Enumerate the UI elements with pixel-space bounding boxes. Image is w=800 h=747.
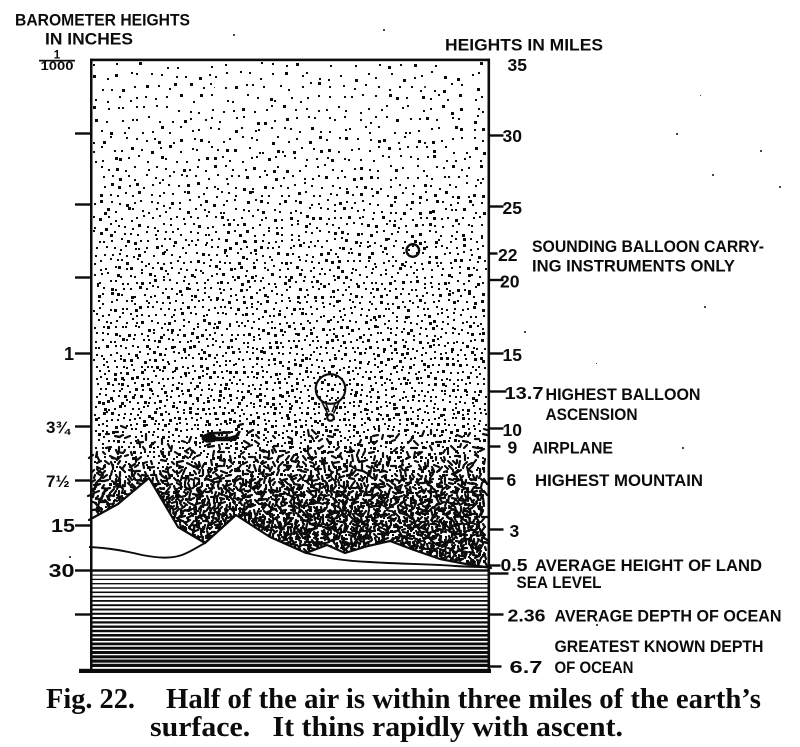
svg-text:10: 10 (503, 420, 523, 440)
svg-text:ASCENSION: ASCENSION (546, 406, 638, 424)
svg-text:OF OCEAN: OF OCEAN (555, 659, 634, 677)
svg-text:BAROMETER HEIGHTS: BAROMETER HEIGHTS (15, 12, 190, 30)
svg-text:IN INCHES: IN INCHES (45, 31, 133, 49)
svg-text:AIRPLANE: AIRPLANE (532, 440, 613, 458)
svg-text:9: 9 (508, 438, 518, 458)
svg-text:30: 30 (49, 561, 75, 581)
svg-text:25: 25 (503, 198, 523, 218)
svg-text:30: 30 (503, 126, 523, 146)
svg-text:Half of the air is within thre: Half of the air is within three miles of… (166, 684, 761, 715)
svg-text:20: 20 (500, 272, 520, 292)
svg-text:13.7: 13.7 (505, 383, 544, 403)
svg-text:6.7: 6.7 (510, 657, 543, 677)
svg-text:Fig. 22.: Fig. 22. (46, 684, 135, 715)
svg-text:HEIGHTS IN MILES: HEIGHTS IN MILES (445, 37, 603, 55)
svg-text:22: 22 (498, 245, 518, 265)
svg-text:15: 15 (503, 345, 523, 365)
svg-text:GREATEST KNOWN DEPTH: GREATEST KNOWN DEPTH (555, 638, 764, 656)
svg-text:0.5: 0.5 (501, 555, 528, 575)
svg-text:6: 6 (507, 470, 517, 490)
svg-text:SOUNDING BALLOON CARRY-: SOUNDING BALLOON CARRY- (532, 238, 764, 256)
svg-text:AVERAGE DEPTH OF OCEAN: AVERAGE DEPTH OF OCEAN (555, 608, 782, 626)
svg-text:35: 35 (508, 55, 528, 75)
svg-text:15: 15 (51, 516, 75, 536)
svg-text:7½: 7½ (46, 472, 70, 491)
svg-text:1: 1 (64, 344, 74, 364)
svg-text:ING INSTRUMENTS ONLY: ING INSTRUMENTS ONLY (532, 258, 735, 276)
svg-text:2.36: 2.36 (508, 606, 546, 626)
svg-text:1: 1 (54, 50, 61, 62)
svg-text:surface. It thins rapidly wi: surface. It thins rapidly with ascent. (150, 712, 623, 743)
svg-text:HIGHEST MOUNTAIN: HIGHEST MOUNTAIN (535, 472, 703, 490)
svg-text:SEA LEVEL: SEA LEVEL (517, 574, 602, 592)
svg-text:3¾: 3¾ (46, 418, 71, 437)
svg-text:HIGHEST BALLOON: HIGHEST BALLOON (546, 386, 701, 404)
svg-text:3: 3 (510, 521, 520, 541)
svg-text:AVERAGE HEIGHT OF LAND: AVERAGE HEIGHT OF LAND (535, 557, 762, 575)
svg-text:1000: 1000 (41, 61, 74, 73)
